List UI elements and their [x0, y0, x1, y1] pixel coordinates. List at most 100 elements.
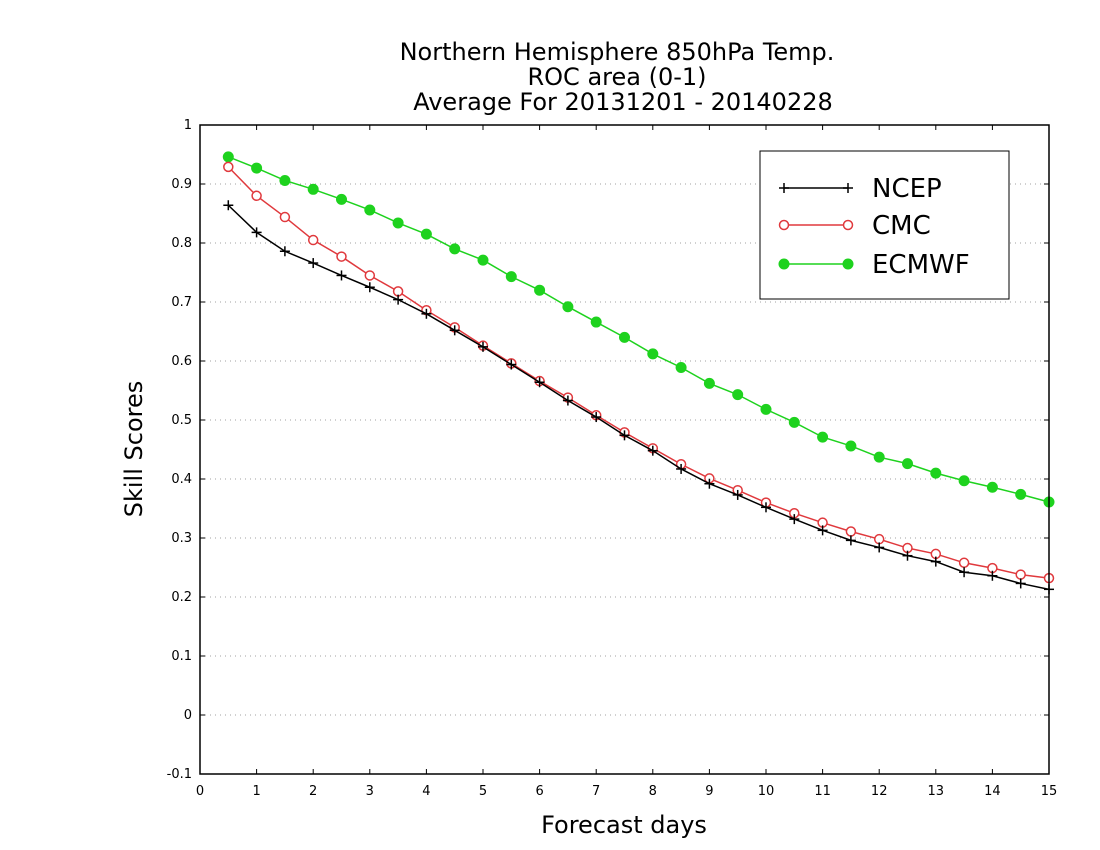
data-point-ecmwf	[477, 254, 489, 266]
data-point-ecmwf	[307, 183, 319, 195]
legend-marker-cmc	[842, 219, 854, 231]
data-point-ncep	[845, 535, 856, 546]
x-axis-label: Forecast days	[541, 811, 707, 839]
legend-marker-cmc	[778, 219, 790, 231]
data-point-ncep	[930, 556, 941, 567]
data-point-ncep	[364, 282, 375, 293]
data-point-ecmwf	[449, 243, 461, 255]
data-point-cmc	[364, 270, 376, 281]
legend-entry-ecmwf: ECMWF	[778, 250, 970, 280]
data-point-ecmwf	[251, 162, 263, 174]
data-point-ncep	[251, 227, 262, 238]
data-point-cmc	[873, 533, 885, 545]
data-point-ncep	[619, 430, 630, 441]
y-tick-label: 0.2	[171, 590, 192, 605]
y-tick-label: 0.5	[171, 413, 192, 428]
chart-title-line-2: ROC area (0-1)	[527, 63, 706, 91]
data-point-ncep	[478, 341, 488, 352]
x-tick-label: 3	[366, 784, 374, 799]
data-point-ecmwf	[732, 389, 744, 401]
series-ncep	[223, 200, 1054, 595]
data-point-ecmwf	[675, 361, 687, 373]
series-line-ncep	[227, 204, 1050, 591]
data-point-cmc	[223, 161, 234, 173]
legend-label-ncep: NCEP	[872, 174, 942, 204]
chart-title: Northern Hemisphere 850hPa Temp. ROC are…	[400, 38, 835, 116]
y-tick-label: 0.9	[171, 177, 192, 192]
data-point-ecmwf	[647, 348, 659, 360]
x-tick-label: 5	[479, 784, 487, 799]
data-point-ncep	[591, 412, 602, 423]
x-tick-label: 2	[309, 784, 317, 799]
data-point-ecmwf	[392, 217, 404, 229]
x-tick-label: 7	[592, 784, 600, 799]
data-point-ncep	[223, 200, 234, 211]
y-tick-label: 0.6	[171, 354, 192, 369]
data-point-ncep	[506, 359, 517, 370]
data-point-ncep	[647, 445, 658, 456]
legend-entry-ncep: NCEP	[779, 174, 942, 204]
data-point-ecmwf	[505, 271, 517, 283]
data-point-ecmwf	[420, 228, 432, 240]
data-point-ncep	[874, 542, 885, 553]
axis-ticks: -0.100.10.20.30.40.50.60.70.80.910 1 2 3 4 5 6…	[167, 118, 1058, 799]
data-point-ecmwf	[902, 458, 913, 470]
data-point-ncep	[449, 325, 460, 336]
data-point-cmc	[392, 286, 404, 297]
data-point-cmc	[1015, 569, 1026, 580]
data-point-ecmwf	[279, 174, 291, 186]
y-tick-label: 0.4	[171, 472, 192, 487]
data-point-ecmwf	[364, 204, 376, 216]
data-point-ncep	[421, 308, 432, 319]
data-point-ecmwf	[590, 316, 602, 328]
plot-frame	[199, 124, 1050, 775]
data-point-ecmwf	[788, 416, 800, 428]
data-point-ncep	[704, 478, 715, 489]
data-point-ecmwf	[619, 331, 630, 343]
data-point-ncep	[1015, 578, 1026, 589]
x-tick-label: 11	[814, 784, 831, 799]
data-point-ecmwf	[1015, 488, 1027, 500]
y-tick-label: -0.1	[167, 767, 192, 782]
x-tick-label: 10	[758, 784, 775, 799]
data-point-ecmwf	[336, 193, 347, 205]
y-tick-label: 0.1	[171, 649, 192, 664]
x-tick-label: 9	[705, 784, 713, 799]
data-point-ecmwf	[845, 440, 857, 452]
data-point-ecmwf	[986, 481, 998, 493]
data-point-ecmwf	[562, 301, 574, 313]
y-tick-label: 0	[184, 708, 192, 723]
legend: NCEP CMC ECMWF	[759, 150, 1010, 300]
y-tick-label: 0.8	[171, 236, 192, 251]
series-ecmwf	[222, 151, 1055, 508]
data-point-cmc	[958, 557, 970, 569]
y-tick-label: 1	[184, 118, 192, 133]
data-point-ncep	[562, 395, 573, 406]
data-point-cmc	[279, 211, 291, 223]
data-point-ncep	[987, 570, 998, 581]
data-point-ncep	[336, 270, 347, 281]
y-tick-label: 0.3	[171, 531, 192, 546]
data-point-ncep	[676, 463, 687, 474]
legend-label-ecmwf: ECMWF	[872, 250, 970, 280]
y-tick-label: 0.7	[171, 295, 192, 310]
chart-title-line-1: Northern Hemisphere 850hPa Temp.	[400, 38, 835, 66]
x-tick-label: 15	[1041, 784, 1058, 799]
data-point-ncep	[308, 258, 319, 269]
data-series	[222, 151, 1055, 595]
data-point-ncep	[902, 550, 913, 561]
x-tick-label: 0	[196, 784, 204, 799]
data-point-cmc	[336, 251, 347, 262]
x-tick-label: 13	[928, 784, 945, 799]
data-point-ecmwf	[958, 475, 970, 487]
x-tick-label: 6	[535, 784, 543, 799]
data-point-ecmwf	[703, 377, 715, 389]
data-point-ecmwf	[817, 431, 829, 443]
legend-marker-ncep	[843, 183, 853, 193]
data-point-ncep	[959, 567, 970, 578]
data-point-ecmwf	[222, 151, 234, 163]
legend-label-cmc: CMC	[872, 211, 931, 241]
legend-marker-ecmwf	[842, 258, 854, 270]
x-tick-label: 14	[984, 784, 1001, 799]
